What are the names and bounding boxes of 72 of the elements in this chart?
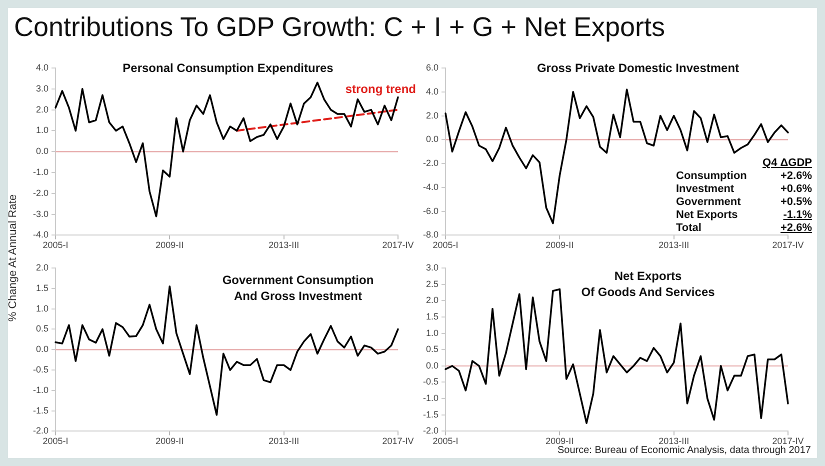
x-tick-label: 2009-II <box>546 436 574 446</box>
x-tick-label: 2009-II <box>546 240 574 250</box>
y-tick-label: -2.0 <box>32 188 49 198</box>
y-tick-label: 6.0 <box>426 62 439 72</box>
category-label: Government <box>675 196 742 209</box>
y-tick-label: 4.0 <box>36 62 49 72</box>
y-tick-label: 2.5 <box>426 278 439 289</box>
chart-title: Personal Consumption Expenditures <box>122 60 334 76</box>
y-tick-label: -2.0 <box>422 426 439 436</box>
x-tick-label: 2009-II <box>156 240 184 250</box>
y-tick-label: 0.0 <box>426 360 439 370</box>
y-tick-label: -1.0 <box>32 166 49 177</box>
text: -1.1% <box>783 209 812 221</box>
series-label: strong trend <box>345 82 416 96</box>
x-tick-label: 2005-I <box>432 436 458 446</box>
y-tick-label: 1.5 <box>426 311 439 322</box>
y-tick-label: 0.0 <box>426 134 439 144</box>
text: +0.6% <box>780 183 812 195</box>
x-tick-label: 2013-III <box>658 240 690 250</box>
y-tick-label: -0.5 <box>32 364 49 374</box>
x-tick-label: 2017-IV <box>772 436 804 446</box>
y-tick-label: -2.0 <box>422 158 439 168</box>
y-tick-label: -1.5 <box>32 405 49 416</box>
x-tick-label: 2005-I <box>432 240 458 250</box>
text: +2.6% <box>780 222 812 234</box>
y-tick-label: 0.0 <box>36 344 49 354</box>
y-tick-label: -4.0 <box>422 182 439 192</box>
y-tick-label: -0.5 <box>422 376 439 387</box>
y-tick-label: 3.0 <box>426 262 439 272</box>
y-tick-label: 1.5 <box>36 282 49 293</box>
text: Contributions To GDP Growth: C + I + G + Net Exports <box>14 12 666 43</box>
y-tick-label: -1.5 <box>422 409 439 420</box>
x-tick-label: 2013-III <box>658 436 690 446</box>
y-tick-label: -8.0 <box>422 230 439 240</box>
y-tick-label: 0.5 <box>36 324 49 334</box>
y-axis-title: % Change At Annual Rate <box>7 193 19 323</box>
y-tick-label: 0.5 <box>426 344 439 354</box>
y-tick-label: -1.0 <box>422 393 439 404</box>
y-tick-label: 4.0 <box>426 86 439 96</box>
chart-title: Gross Private Domestic Investment <box>536 60 740 76</box>
y-tick-label: -6.0 <box>422 206 439 216</box>
x-tick-label: 2005-I <box>42 240 68 250</box>
text: Q4 ΔGDP <box>762 157 813 170</box>
y-tick-label: 2.0 <box>426 295 439 306</box>
y-tick-label: 0.0 <box>36 146 49 156</box>
x-tick-label: 2017-IV <box>772 240 804 250</box>
category-label: Investment <box>675 183 736 196</box>
category-label: Consumption <box>675 170 748 183</box>
y-tick-label: 1.0 <box>36 303 49 314</box>
y-tick-label: 1.0 <box>426 328 439 338</box>
x-tick-label: 2013-III <box>268 436 300 446</box>
x-tick-label: 2017-IV <box>382 240 414 250</box>
x-tick-label: 2017-IV <box>382 436 414 446</box>
category-label: Net Exports <box>675 209 739 222</box>
y-tick-label: -1.0 <box>32 384 49 395</box>
x-tick-label: 2005-I <box>42 436 68 446</box>
text: +0.5% <box>780 196 812 208</box>
text: Net Exports Of Goods And Services <box>580 268 716 300</box>
y-tick-label: 2.0 <box>36 104 49 114</box>
y-tick-label: 2.0 <box>36 262 49 272</box>
y-tick-label: -4.0 <box>32 230 49 240</box>
x-tick-label: 2009-II <box>156 436 184 446</box>
text: Government Consumption And Gross Investment <box>221 272 375 304</box>
y-tick-label: 3.0 <box>36 83 49 94</box>
y-tick-label: 1.0 <box>36 125 49 136</box>
source-note: Source: Bureau of Economic Analysis, data through 2017 <box>558 445 811 456</box>
y-tick-label: -3.0 <box>32 208 49 219</box>
y-tick-label: -2.0 <box>32 426 49 436</box>
text: +2.6% <box>780 170 812 182</box>
x-tick-label: 2013-III <box>268 240 300 250</box>
y-tick-label: 2.0 <box>426 110 439 120</box>
category-label: Total <box>675 222 702 235</box>
